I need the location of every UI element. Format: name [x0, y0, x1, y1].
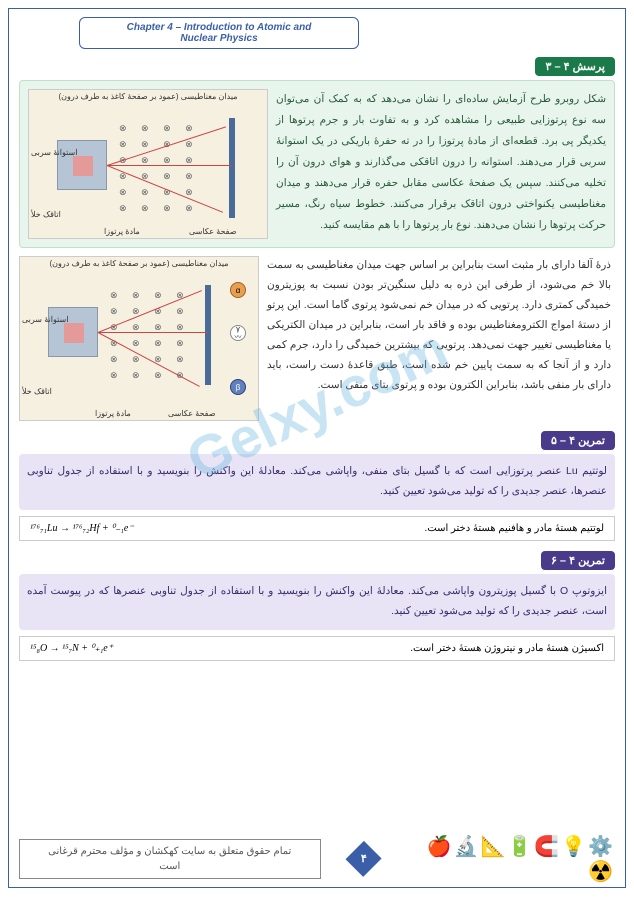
- lbl2-cyl: استوانهٔ سربی: [22, 315, 68, 324]
- lbl2-src: مادهٔ پرتوزا: [95, 409, 131, 418]
- ex45-eq-box: ¹⁷⁶₇₁Lu → ¹⁷⁶₇₂Hf + ⁰₋₁e⁻ لوتتیم هستهٔ م…: [19, 516, 615, 541]
- lbl2-plate: صفحهٔ عکاسی: [168, 409, 216, 418]
- ans43-diagram: میدان مغناطیسی (عمود بر صفحهٔ کاغذ به طر…: [19, 256, 259, 421]
- lbl-src: مادهٔ پرتوزا: [104, 227, 140, 236]
- photo-plate: [229, 118, 235, 218]
- decor-icons: ⚙️💡🧲🔋📐🔬🍎☢️: [406, 834, 615, 884]
- ex46-eq-box: ¹⁵₈O → ¹⁵₇N + ⁰₊₁e⁺ اکسیژن هستهٔ مادر و …: [19, 636, 615, 661]
- ex46-equation: ¹⁵₈O → ¹⁵₇N + ⁰₊₁e⁺: [30, 643, 113, 654]
- alpha-icon: α: [230, 282, 246, 298]
- copyright: تمام حقوق متعلق به سایت کهکشان و مؤلف مح…: [19, 839, 321, 879]
- q43-tag: پرسش ۴ – ۳: [535, 57, 615, 76]
- chapter-header: Chapter 4 – Introduction to Atomic and N…: [79, 17, 359, 49]
- exercise-4-6: تمرین ۴ – ۶ ایزوتوپ O با گسیل پوزیترون و…: [19, 551, 615, 661]
- diag-title: میدان مغناطیسی (عمود بر صفحهٔ کاغذ به طر…: [29, 92, 267, 101]
- field2: ⊗ ⊗ ⊗ ⊗⊗ ⊗ ⊗ ⊗⊗ ⊗ ⊗ ⊗⊗ ⊗ ⊗ ⊗⊗ ⊗ ⊗ ⊗⊗ ⊗ ⊗…: [110, 287, 210, 397]
- question-4-3: پرسش ۴ – ۳ میدان مغناطیسی (عمود بر صفحهٔ…: [19, 57, 615, 248]
- ex45-equation: ¹⁷⁶₇₁Lu → ¹⁷⁶₇₂Hf + ⁰₋₁e⁻: [30, 523, 134, 534]
- path-gamma: [107, 165, 232, 166]
- lbl2-vac: اتاقک خلأ: [22, 387, 52, 396]
- path2-gamma: [98, 332, 208, 333]
- beta-icon: β: [230, 379, 246, 395]
- gamma-icon: γ〰: [230, 325, 246, 341]
- lbl-plate: صفحهٔ عکاسی: [189, 227, 237, 236]
- chapter-line2: Nuclear Physics: [92, 33, 346, 44]
- diag2-title: میدان مغناطیسی (عمود بر صفحهٔ کاغذ به طر…: [20, 259, 258, 268]
- ex45-answer: لوتتیم هستهٔ مادر و هافنیم هستهٔ دختر اس…: [424, 523, 604, 534]
- ex46-answer: اکسیژن هستهٔ مادر و نیتروژن هستهٔ دختر ا…: [410, 643, 604, 654]
- ex45-text: لوتتیم Lu عنصر پرتوزایی است که با گسیل ب…: [19, 454, 615, 510]
- ex46-tag: تمرین ۴ – ۶: [541, 551, 615, 570]
- lbl-vac: اتاقک خلأ: [31, 210, 61, 219]
- exercise-4-5: تمرین ۴ – ۵ لوتتیم Lu عنصر پرتوزایی است …: [19, 431, 615, 541]
- ex46-text: ایزوتوپ O با گسیل پوزیترون واپاشی می‌کند…: [19, 574, 615, 630]
- lbl-cyl: استوانهٔ سربی: [31, 148, 77, 157]
- page-number: ۴: [345, 841, 381, 877]
- chapter-line1: Chapter 4 – Introduction to Atomic and: [92, 22, 346, 33]
- q43-diagram: میدان مغناطیسی (عمود بر صفحهٔ کاغذ به طر…: [28, 89, 268, 239]
- footer: ⚙️💡🧲🔋📐🔬🍎☢️ ۴ تمام حقوق متعلق به سایت کهک…: [19, 837, 615, 881]
- ex45-tag: تمرین ۴ – ۵: [541, 431, 615, 450]
- q43-box: میدان مغناطیسی (عمود بر صفحهٔ کاغذ به طر…: [19, 80, 615, 248]
- answer-4-3: میدان مغناطیسی (عمود بر صفحهٔ کاغذ به طر…: [19, 256, 615, 421]
